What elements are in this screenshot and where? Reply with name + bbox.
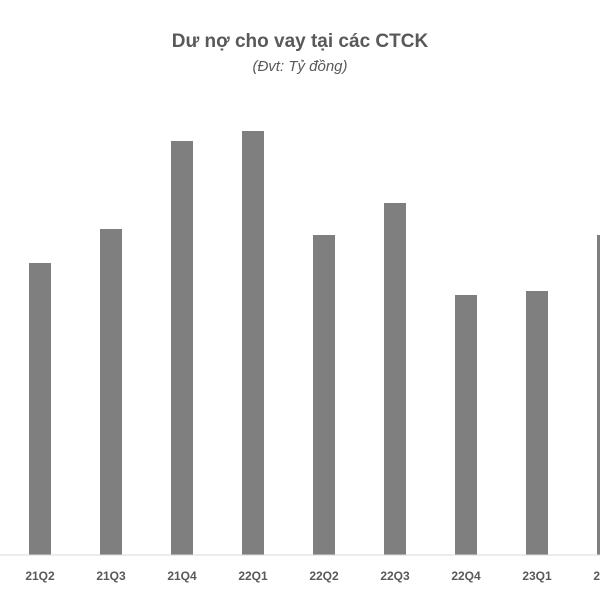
- chart-subtitle: (Đvt: Tỷ đồng): [252, 58, 347, 75]
- bar-22Q2: [313, 235, 335, 555]
- bar-series: [29, 131, 600, 555]
- x-tick-label: 22Q3: [380, 569, 410, 583]
- x-tick-label: 23Q2: [593, 569, 600, 583]
- chart-title: Dư nợ cho vay tại các CTCK: [172, 31, 429, 52]
- x-axis-ticks: 21Q2 21Q3 21Q4 22Q1 22Q2 22Q3 22Q4 23Q1 23Q2: [25, 569, 600, 583]
- x-tick-label: 21Q2: [25, 569, 55, 583]
- x-tick-label: 22Q2: [309, 569, 339, 583]
- bar-23Q2: [597, 235, 600, 555]
- bar-21Q4: [171, 141, 193, 555]
- x-tick-label: 22Q4: [451, 569, 481, 583]
- bar-21Q2: [29, 263, 51, 555]
- x-tick-label: 23Q1: [522, 569, 552, 583]
- x-tick-label: 22Q1: [238, 569, 268, 583]
- bar-22Q4: [455, 295, 477, 555]
- x-tick-label: 21Q4: [167, 569, 197, 583]
- bar-21Q3: [100, 229, 122, 555]
- x-tick-label: 21Q3: [96, 569, 126, 583]
- bar-23Q1: [526, 291, 548, 555]
- bar-22Q3: [384, 203, 406, 555]
- bar-22Q1: [242, 131, 264, 555]
